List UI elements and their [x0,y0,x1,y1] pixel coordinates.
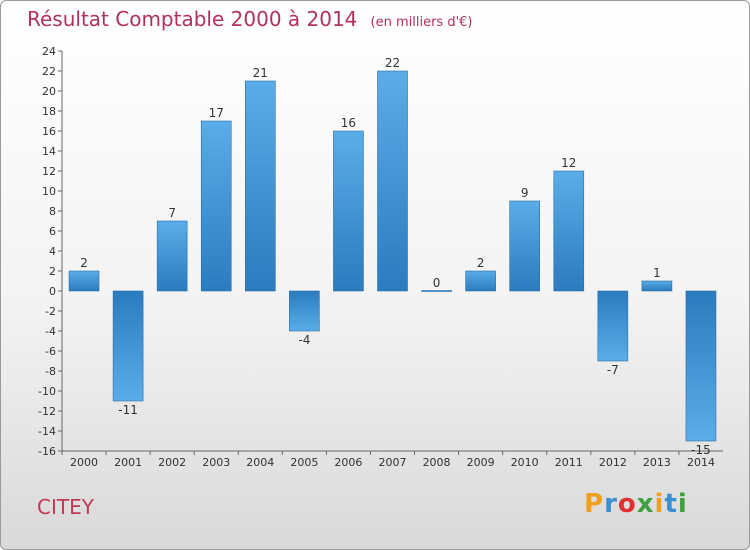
bar-2014 [685,290,717,442]
bar-2001 [112,290,144,402]
logo-letter: r [604,489,618,519]
y-tick-label: 20 [42,85,56,98]
y-tick-label: 14 [42,145,56,158]
data-labels: 2 -11 7 17 21 -4 16 22 0 2 9 12 -7 1 -15 [80,56,711,457]
y-tick-label: -4 [45,325,56,338]
y-tick-label: -6 [45,345,56,358]
bar-2013 [641,280,673,292]
chart-title: Résultat Comptable 2000 à 2014 (en milli… [27,7,472,31]
y-tick-label: 2 [49,265,56,278]
data-label-2013: 1 [653,266,661,280]
data-label-2005: -4 [298,333,310,347]
y-tick-label: 6 [49,225,56,238]
data-label-2000: 2 [80,256,88,270]
x-tick-label: 2007 [379,456,407,469]
x-tick-label: 2009 [467,456,495,469]
data-label-2014: -15 [691,443,711,457]
logo-letter: o [617,489,637,519]
y-tick-label: 8 [49,205,56,218]
x-tick-label: 2008 [423,456,451,469]
y-tick-label: -10 [38,385,56,398]
y-tick-label: -12 [38,405,56,418]
data-label-2002: 7 [168,206,176,220]
data-label-2009: 2 [477,256,485,270]
data-label-2012: -7 [607,363,619,377]
x-tick-label: 2013 [643,456,671,469]
x-tick-label: 2003 [202,456,230,469]
bar-2006 [333,130,364,292]
y-tick-label: -8 [45,365,56,378]
y-tick-label: 16 [42,125,56,138]
y-tick-label: 0 [49,285,56,298]
commune-name: CITEY [37,495,94,519]
bar-2009 [465,270,496,292]
y-tick-label: -16 [38,445,56,458]
x-tick-label: 2012 [599,456,627,469]
logo-letter: t [664,489,678,519]
y-tick-label: 18 [42,105,56,118]
y-tick-label: -14 [38,425,56,438]
data-label-2011: 12 [561,156,576,170]
bar-2007 [377,70,408,292]
data-label-2010: 9 [521,186,529,200]
y-tick-label: 22 [42,65,56,78]
y-tick-label: 12 [42,165,56,178]
data-label-2003: 17 [209,106,224,120]
axes: -16-14-12-10-8-6-4-202468101214161820222… [38,45,723,469]
bar-2010 [509,200,541,292]
proxiti-logo: Proxiti [584,489,688,519]
y-tick-label: 10 [42,185,56,198]
x-tick-label: 2011 [555,456,583,469]
y-tick-label: 4 [49,245,56,258]
logo-letter: i [654,489,665,519]
x-tick-label: 2006 [334,456,362,469]
bar-2002 [156,220,188,292]
x-tick-label: 2002 [158,456,186,469]
logo-letter: i [677,489,688,519]
y-tick-label: -2 [45,305,56,318]
x-tick-label: 2014 [687,456,715,469]
x-tick-label: 2000 [70,456,98,469]
data-label-2007: 22 [385,56,400,70]
bars [68,70,717,442]
x-tick-label: 2004 [246,456,274,469]
data-label-2004: 21 [253,66,268,80]
chart-title-main: Résultat Comptable 2000 à 2014 [27,7,358,31]
x-tick-label: 2010 [511,456,539,469]
data-label-2008: 0 [433,276,441,290]
bar-2008 [421,290,452,292]
data-label-2006: 16 [341,116,356,130]
x-tick-label: 2001 [114,456,142,469]
chart-title-unit: (en milliers d'€) [370,15,473,30]
bar-2012 [597,290,629,362]
bar-2011 [553,170,585,292]
data-label-2001: -11 [118,403,138,417]
bar-2003 [200,120,232,292]
bar-2005 [289,290,320,332]
y-tick-label: 24 [42,45,56,58]
x-tick-label: 2005 [290,456,318,469]
logo-letter: x [636,489,655,519]
bar-2000 [68,270,100,292]
bar-2004 [245,80,276,292]
logo-letter: P [584,489,605,519]
